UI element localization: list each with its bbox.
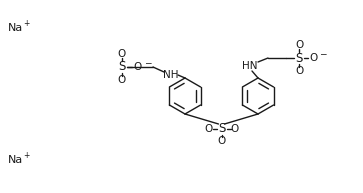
- Text: −: −: [319, 49, 326, 58]
- Text: S: S: [218, 123, 225, 135]
- Text: Na: Na: [8, 23, 23, 33]
- Text: O: O: [217, 136, 226, 146]
- Text: +: +: [23, 19, 29, 27]
- Text: O: O: [295, 40, 303, 50]
- Text: −: −: [144, 58, 151, 68]
- Text: +: +: [23, 151, 29, 159]
- Text: HN: HN: [242, 61, 258, 71]
- Text: S: S: [295, 52, 303, 64]
- Text: O: O: [295, 66, 303, 76]
- Text: Na: Na: [8, 155, 23, 165]
- Text: O: O: [204, 124, 213, 134]
- Text: S: S: [118, 60, 126, 74]
- Text: O: O: [134, 62, 142, 72]
- Text: O: O: [231, 124, 238, 134]
- Text: O: O: [118, 49, 126, 59]
- Text: NH: NH: [163, 70, 179, 80]
- Text: O: O: [309, 53, 317, 63]
- Text: O: O: [118, 75, 126, 85]
